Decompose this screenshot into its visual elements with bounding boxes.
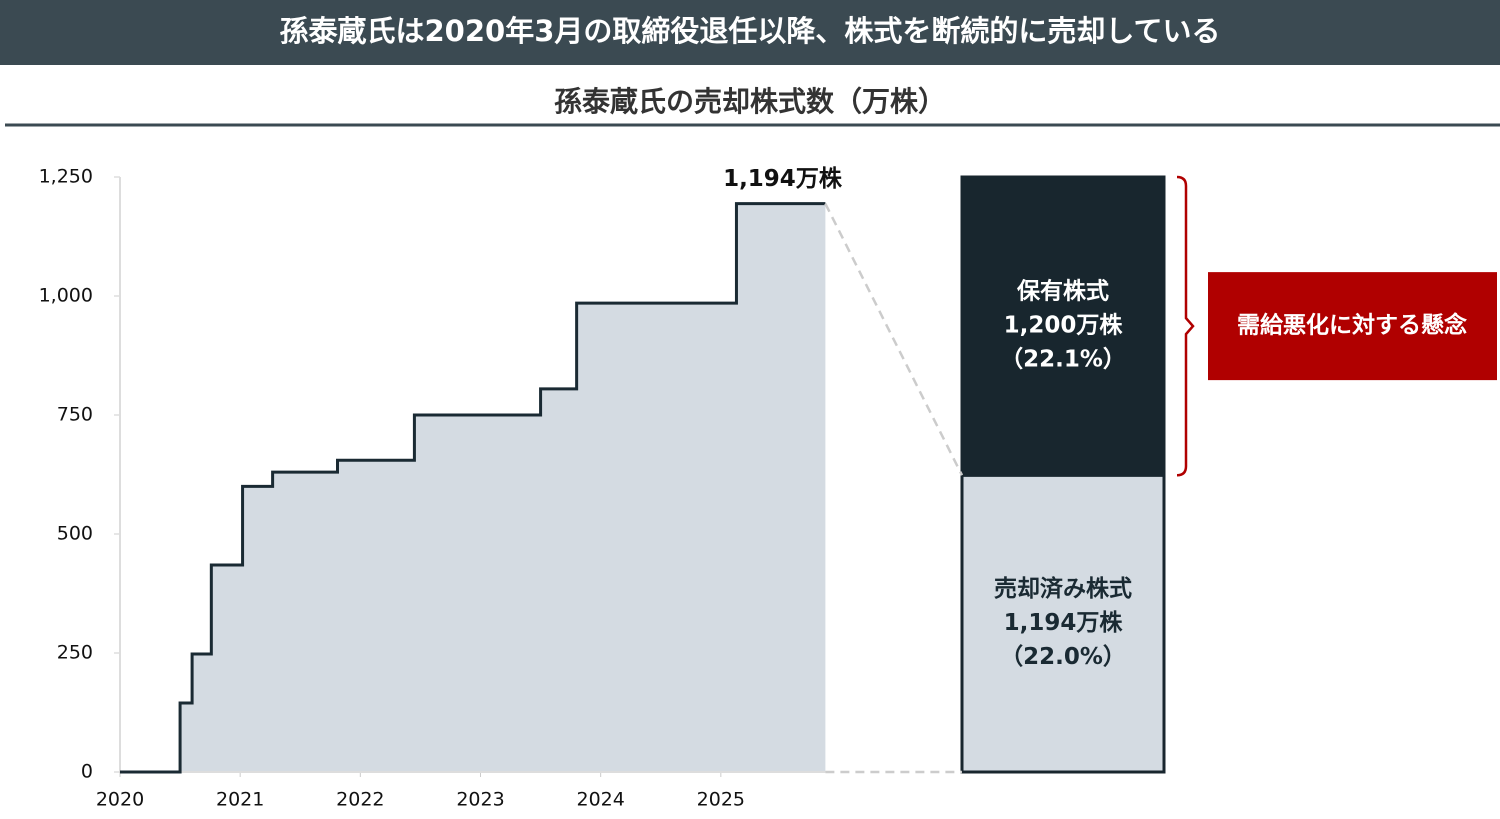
y-tick-label: 500 bbox=[57, 523, 93, 545]
x-tick-label: 2024 bbox=[576, 789, 624, 811]
connector bbox=[824, 203, 964, 476]
x-tick-label: 2021 bbox=[216, 789, 264, 811]
callout-box bbox=[1208, 272, 1497, 381]
x-tick-label: 2022 bbox=[336, 789, 384, 811]
bracket bbox=[1176, 175, 1195, 477]
segment-name: 売却済み株式 bbox=[994, 575, 1132, 602]
chart-title: 孫泰蔵氏の売却株式数（万株） bbox=[554, 85, 946, 118]
percent-label: （22.1%） bbox=[1000, 346, 1126, 373]
header-bar bbox=[0, 0, 1500, 65]
annotation: 1,194万株 bbox=[723, 166, 843, 192]
area bbox=[120, 203, 826, 772]
segment-name: 保有株式 bbox=[1016, 278, 1109, 305]
bar-segment bbox=[960, 175, 1166, 477]
value-label: 1,194万株 bbox=[1004, 610, 1124, 636]
y-tick-label: 1,250 bbox=[39, 166, 93, 188]
page-title: 孫泰蔵氏は2020年3月の取締役退任以降、株式を断続的に売却している bbox=[279, 14, 1220, 48]
y-tick-label: 0 bbox=[81, 761, 93, 783]
x-tick-label: 2023 bbox=[456, 789, 504, 811]
y-tick-label: 1,000 bbox=[39, 285, 93, 307]
step-line bbox=[120, 202, 826, 774]
callout-text: 需給悪化に対する懸念 bbox=[1237, 312, 1467, 339]
percent-label: （22.0%） bbox=[1000, 643, 1126, 670]
x-tick-label: 2025 bbox=[697, 789, 745, 811]
y-tick-label: 250 bbox=[57, 642, 93, 664]
y-tick-label: 750 bbox=[57, 404, 93, 426]
value-label: 1,200万株 bbox=[1004, 313, 1124, 339]
x-tick-label: 2020 bbox=[96, 789, 144, 811]
